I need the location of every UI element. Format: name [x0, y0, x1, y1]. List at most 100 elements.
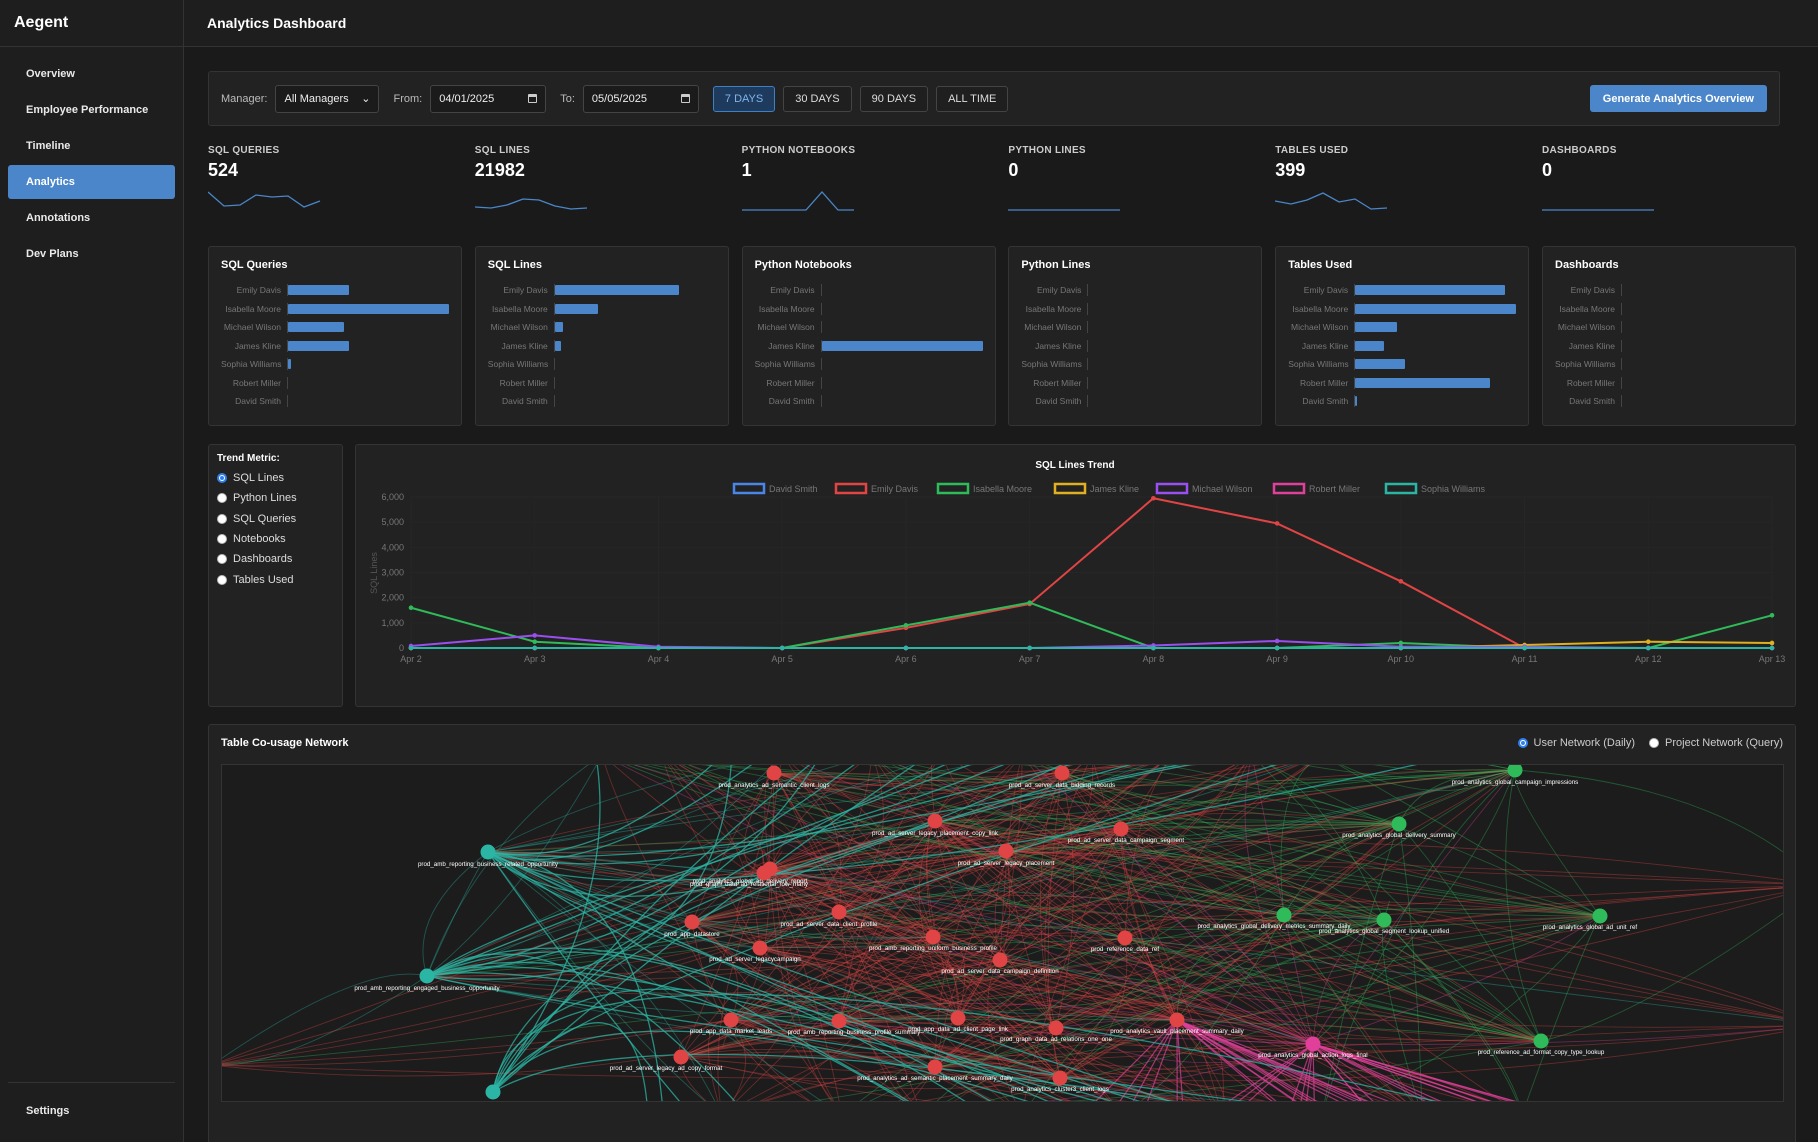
network-node[interactable]: prod_ad_server_data_client_profile: [780, 904, 878, 929]
network-edge: [932, 823, 1400, 938]
network-edge: [681, 765, 1542, 1042]
calendar-icon[interactable]: [680, 94, 690, 103]
legend-item[interactable]: Isabella Moore: [936, 482, 1032, 495]
network-node-dot: [1054, 765, 1070, 781]
trend-metric-option[interactable]: SQL Queries: [217, 509, 334, 529]
trend-metric-option[interactable]: Python Lines: [217, 488, 334, 508]
trend-metric-option[interactable]: Tables Used: [217, 569, 334, 589]
network-node[interactable]: prod_analytics_global_campaign_impressio…: [1452, 765, 1579, 786]
network-edge: [487, 851, 693, 923]
bar-row: Robert Miller: [755, 374, 983, 393]
legend-item[interactable]: Michael Wilson: [1155, 482, 1253, 495]
network-node[interactable]: prod_analytics_vault_placement_summary_d…: [1110, 1012, 1245, 1036]
data-point: [408, 605, 414, 611]
network-node[interactable]: prod_app_data_ad_client_page_link: [908, 1010, 1009, 1034]
to-date-input[interactable]: 05/05/2025: [582, 84, 699, 113]
network-edge: [838, 959, 1001, 1022]
sidebar-item-dev-plans[interactable]: Dev Plans: [26, 248, 79, 260]
radio-icon[interactable]: [217, 554, 227, 565]
generate-analytics-button[interactable]: Generate Analytics Overview: [1589, 85, 1767, 112]
network-node[interactable]: prod_analytics_global_ad_unit_ref: [1543, 908, 1638, 932]
trend-metric-option[interactable]: Notebooks: [217, 529, 334, 549]
bar-card-title: Tables Used: [1288, 259, 1353, 271]
range-7-days-button[interactable]: 7 DAYS: [712, 85, 776, 112]
network-node[interactable]: prod_ad_server_data_campaign_definition: [941, 952, 1059, 976]
network-edge: [934, 765, 1082, 1068]
radio-icon[interactable]: [217, 473, 227, 484]
network-node[interactable]: prod_ad_server_data_bidding_records: [1009, 765, 1115, 790]
network-node[interactable]: prod_amb_reporting_uniform_business_prof…: [869, 929, 998, 953]
radio-icon[interactable]: [217, 493, 227, 504]
network-edge: [1067, 1040, 1542, 1101]
network-node-dot: [1048, 1020, 1064, 1036]
network-node-dot: [1169, 1012, 1185, 1028]
network-node[interactable]: prod_amb_reporting_engaged_business_oppo…: [354, 968, 500, 993]
range-90-days-button[interactable]: 90 DAYS: [859, 85, 929, 112]
network-edge: [773, 765, 1152, 775]
network-edge: [730, 828, 1122, 1021]
network-node[interactable]: prod_analytics_cluster3_client_logs: [1011, 1070, 1109, 1094]
network-node[interactable]: prod_analytics_ad_semantic_client_logs: [718, 765, 830, 790]
calendar-icon[interactable]: [528, 94, 538, 103]
network-edge: [1283, 908, 1601, 917]
legend-item[interactable]: Robert Miller: [1272, 482, 1360, 495]
sidebar-item-overview[interactable]: Overview: [26, 68, 75, 80]
network-node[interactable]: prod_reference_data_ref: [1091, 930, 1159, 954]
from-date-input[interactable]: 04/01/2025: [430, 84, 547, 113]
bar-label: Michael Wilson: [223, 322, 281, 333]
network-node[interactable]: prod_analytics_global_segment_lookup_uni…: [1319, 912, 1450, 936]
legend-item[interactable]: Sophia Williams: [1384, 482, 1486, 495]
network-node[interactable]: prod_ad_server_legacy_placement_copy_lin…: [872, 813, 999, 838]
trend-metric-option[interactable]: Dashboards: [217, 549, 334, 569]
network-node[interactable]: [485, 1084, 501, 1100]
trend-metric-option[interactable]: SQL Lines: [217, 468, 334, 488]
radio-icon[interactable]: [1649, 738, 1660, 748]
network-node[interactable]: prod_analytics_global_delivery_metrics_s…: [1197, 907, 1351, 931]
network-edge: [1124, 937, 1304, 1101]
network-node[interactable]: prod_ad_server_legacy_placement: [958, 843, 1055, 868]
network-node[interactable]: prod_reference_ad_format_copy_type_looku…: [1478, 1033, 1605, 1057]
range-all-time-button[interactable]: ALL TIME: [936, 85, 1009, 112]
network-edge: [492, 765, 1192, 1093]
network-node[interactable]: prod_graph_data_ad_relational_row_many: [690, 865, 809, 889]
network-edge: [838, 892, 1783, 1022]
network-node[interactable]: prod_app_datastore: [664, 914, 720, 939]
network-node[interactable]: prod_ad_server_legacycampaign: [709, 940, 801, 964]
bar-track: [1621, 339, 1783, 352]
radio-icon[interactable]: [217, 534, 227, 545]
network-edge: [1176, 1019, 1274, 1101]
sidebar-item-timeline[interactable]: Timeline: [26, 140, 71, 152]
bar-row: Emily Davis: [1288, 281, 1516, 300]
radio-icon[interactable]: [217, 513, 227, 524]
sidebar-item-employee-performance[interactable]: Employee Performance: [26, 104, 149, 116]
range-30-days-button[interactable]: 30 DAYS: [783, 85, 852, 112]
network-node[interactable]: prod_ad_server_data_campaign_segment: [1068, 821, 1185, 845]
network-node[interactable]: prod_analytics_ad_semantic_placement_sum…: [857, 1059, 1014, 1083]
x-tick-label: Apr 12: [1635, 654, 1662, 664]
legend-item[interactable]: James Kline: [1053, 482, 1139, 495]
legend-item[interactable]: Emily Davis: [834, 482, 919, 495]
radio-icon[interactable]: [217, 574, 227, 585]
sidebar-item-settings[interactable]: Settings: [26, 1105, 70, 1117]
sparkline-line: [1275, 192, 1388, 210]
network-node[interactable]: prod_app_data_market_leads: [690, 1012, 772, 1036]
network-node[interactable]: prod_ad_server_legacy_ad_copy_format: [610, 1049, 723, 1073]
network-mode-user[interactable]: User Network (Daily): [1517, 737, 1635, 749]
network-node[interactable]: prod_analytics_global_delivery_summary: [1342, 816, 1457, 840]
radio-icon[interactable]: [1517, 738, 1528, 748]
network-node[interactable]: prod_amb_reporting_business_profile_summ…: [788, 1013, 922, 1037]
sidebar-item-annotations[interactable]: Annotations: [26, 212, 91, 224]
sidebar-item-analytics[interactable]: Analytics: [8, 165, 175, 199]
network-node[interactable]: prod_amb_reporting_business_related_oppo…: [418, 844, 559, 869]
network-edge: [731, 820, 936, 1101]
network-node[interactable]: prod_analytics_global_action_logs_final: [1258, 1036, 1368, 1060]
network-edge: [999, 765, 1021, 961]
network-node[interactable]: prod_graph_data_ad_relations_one_one: [1000, 1020, 1112, 1044]
network-node-dot: [1592, 908, 1608, 924]
network-edge: [426, 972, 1098, 1101]
manager-select[interactable]: All Managers ⌄: [275, 84, 380, 113]
network-mode-project[interactable]: Project Network (Query): [1649, 737, 1783, 749]
legend-item[interactable]: David Smith: [732, 482, 818, 495]
